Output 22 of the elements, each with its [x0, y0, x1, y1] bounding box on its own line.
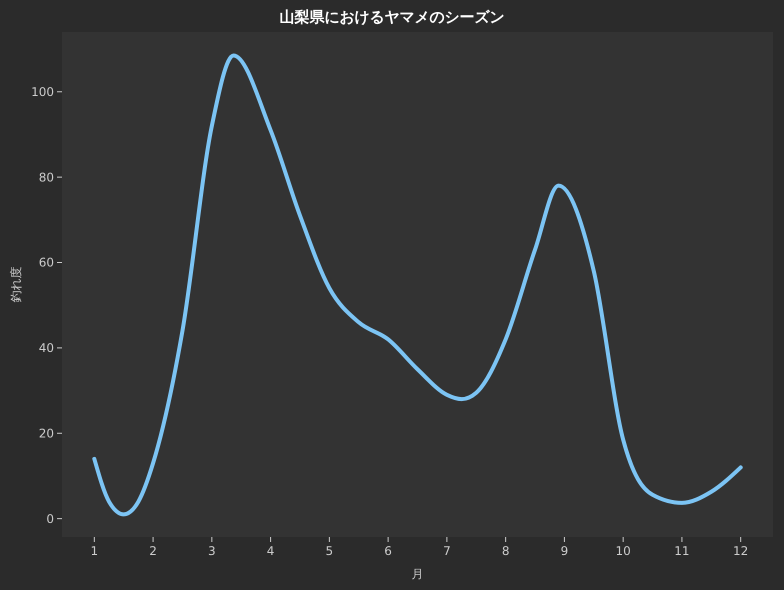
x-tick-label: 10: [616, 544, 631, 558]
x-tick-label: 12: [733, 544, 748, 558]
x-tick-label: 5: [326, 544, 334, 558]
y-tick-label: 80: [38, 170, 54, 184]
x-tick-label: 4: [266, 544, 274, 558]
y-tick-label: 20: [38, 426, 54, 440]
y-tick-label: 100: [31, 84, 54, 99]
x-tick-label: 8: [502, 544, 510, 558]
y-tick-label: 60: [38, 256, 54, 270]
x-tick-label: 7: [443, 544, 451, 558]
chart-title: 山梨県におけるヤマメのシーズン: [280, 8, 504, 26]
x-tick-label: 1: [90, 544, 98, 558]
y-tick-label: 40: [38, 341, 54, 356]
x-tick-label: 9: [560, 544, 568, 558]
y-axis-title: 釣れ度: [9, 266, 23, 302]
x-tick-label: 2: [149, 544, 157, 558]
x-tick-label: 11: [674, 544, 690, 558]
x-tick-label: 6: [384, 544, 392, 558]
x-tick-label: 3: [208, 544, 216, 558]
y-tick-label: 0: [46, 512, 54, 526]
x-axis-title: 月: [412, 567, 424, 581]
line-series: [92, 53, 743, 516]
